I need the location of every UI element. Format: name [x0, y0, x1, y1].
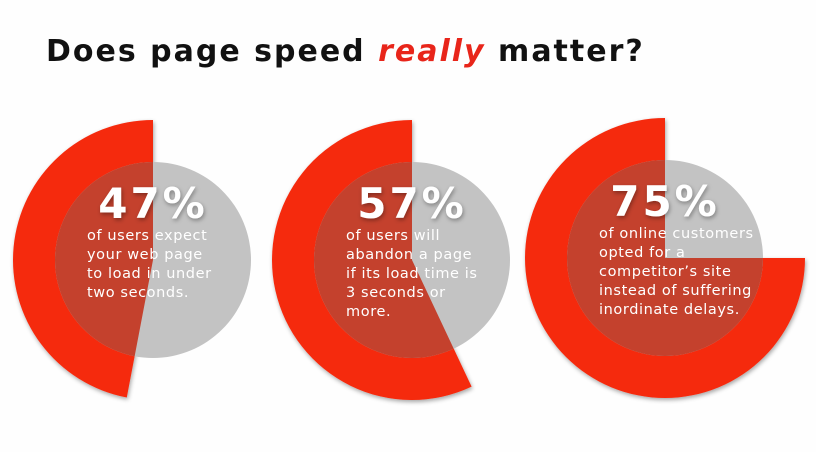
- description-line: of users expect: [87, 228, 207, 244]
- title-highlight: really: [378, 34, 486, 69]
- percentage-label: 57%: [357, 179, 467, 228]
- page-title: Does page speed really matter?: [46, 34, 645, 69]
- title-text-end: matter?: [485, 34, 645, 69]
- description-line: your web page: [87, 247, 203, 263]
- description-line: inordinate delays.: [599, 302, 740, 318]
- description-line: if its load time is: [346, 266, 478, 282]
- percentage-label: 47%: [98, 179, 208, 228]
- description-line: more.: [346, 304, 391, 320]
- chart-1: 47%of users expect your web page to load i…: [13, 120, 251, 398]
- description-line: 3 seconds or: [346, 285, 446, 301]
- chart-3: 75%of online customers opted for a competi…: [525, 118, 805, 398]
- description-line: instead of suffering: [599, 283, 752, 299]
- description-line: competitor’s site: [599, 264, 732, 280]
- description-line: of users will: [346, 228, 440, 244]
- percentage-label: 75%: [610, 177, 720, 226]
- description-line: abandon a page: [346, 247, 472, 263]
- title-text: Does page speed: [46, 34, 379, 69]
- description-line: two seconds.: [87, 285, 189, 301]
- overlap-sector: [55, 162, 153, 358]
- description-line: opted for a: [599, 245, 686, 261]
- description-line: to load in under: [87, 266, 212, 282]
- chart-2: 57%of users will abandon a page if its loa…: [271, 120, 510, 400]
- description-line: of online customers: [599, 226, 754, 242]
